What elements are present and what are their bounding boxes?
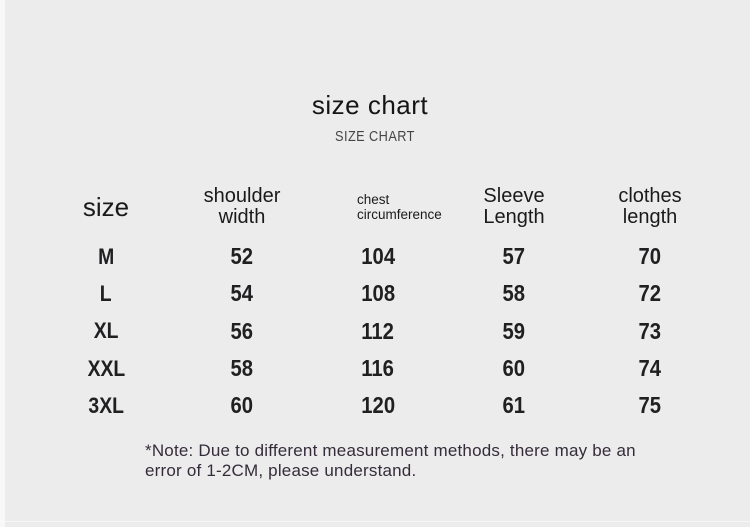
table-row: XXL 58 116 60 74 <box>38 350 718 387</box>
measurement-cell: 104 <box>361 243 395 270</box>
measurement-cell: 59 <box>502 317 526 344</box>
measurement-cell: 70 <box>638 243 662 270</box>
measurement-cell: 108 <box>361 280 395 307</box>
measurement-cell: 75 <box>638 392 662 419</box>
size-table: size shoulder width chest circumference Sle… <box>38 176 718 424</box>
measurement-cell: 52 <box>230 243 254 270</box>
measurement-cell: 61 <box>502 392 526 419</box>
measurement-cell: 58 <box>502 280 526 307</box>
measurement-cell: 58 <box>230 355 254 382</box>
measurement-cell: 60 <box>502 355 526 382</box>
note-line-1: *Note: Due to different measurement meth… <box>145 441 636 460</box>
measurement-cell: 56 <box>230 317 254 344</box>
size-label-cell: M <box>97 243 115 269</box>
measurement-cell: 116 <box>361 355 395 382</box>
size-label-cell: 3XL <box>88 392 124 418</box>
table-body: M 52 104 57 70 L 54 108 58 72 XL 56 112 59 73 XXL 58 116 6… <box>38 238 718 424</box>
table-row: XL 56 112 59 73 <box>38 313 718 350</box>
measurement-cell: 54 <box>230 280 254 307</box>
page-subtitle: SIZE CHART <box>0 128 750 146</box>
table-header-row: size shoulder width chest circumference Sle… <box>38 176 718 238</box>
size-label-cell: XXL <box>87 355 125 381</box>
size-label-cell: L <box>100 280 112 306</box>
measurement-note: *Note: Due to different measurement meth… <box>145 441 636 481</box>
column-header-1: shoulder width <box>203 185 281 228</box>
left-edge-highlight <box>0 0 5 527</box>
column-header-4: clothes length <box>618 185 682 228</box>
measurement-cell: 74 <box>638 355 662 382</box>
bottom-edge-line <box>0 521 750 522</box>
measurement-cell: 112 <box>361 317 395 344</box>
measurement-cell: 60 <box>230 392 254 419</box>
column-header-0: size <box>82 191 130 222</box>
page-title: size chart <box>311 90 429 120</box>
measurement-cell: 73 <box>638 317 662 344</box>
column-header-3: Sleeve Length <box>483 185 545 228</box>
table-row: 3XL 60 120 61 75 <box>38 387 718 424</box>
table-row: L 54 108 58 72 <box>38 275 718 312</box>
table-row: M 52 104 57 70 <box>38 238 718 275</box>
column-header-2: chest circumference <box>357 191 442 223</box>
page-subtitle-text: SIZE CHART <box>335 128 415 145</box>
note-line-2: error of 1-2CM, please understand. <box>145 461 417 480</box>
measurement-cell: 57 <box>502 243 526 270</box>
measurement-cell: 120 <box>361 392 395 419</box>
measurement-cell: 72 <box>638 280 662 307</box>
size-label-cell: XL <box>93 318 119 344</box>
